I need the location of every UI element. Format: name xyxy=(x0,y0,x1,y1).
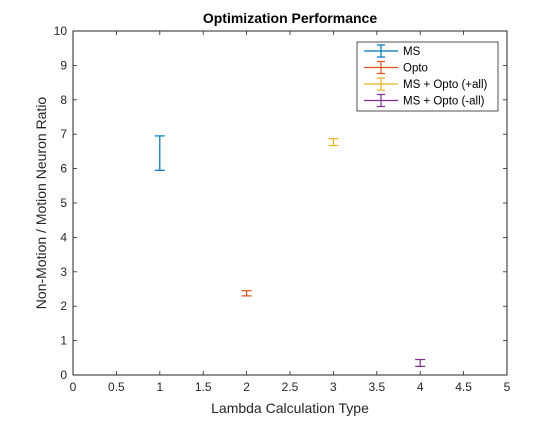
y-axis-label: Non-Motion / Motion Neuron Ratio xyxy=(33,97,49,310)
errorbar-series xyxy=(154,135,165,171)
legend-item: Opto xyxy=(364,60,428,75)
y-tick-label: 5 xyxy=(60,196,67,210)
y-tick-label: 6 xyxy=(60,162,67,176)
x-tick-label: 3 xyxy=(330,380,337,394)
legend-item: MS + Opto (-all) xyxy=(364,93,485,108)
x-tick-label: 0 xyxy=(70,380,77,394)
y-tick-label: 0 xyxy=(60,368,67,382)
y-tick-label: 3 xyxy=(60,265,67,279)
legend-label: MS + Opto (-all) xyxy=(403,96,485,108)
y-axis-tick-labels: 0 1 2 3 4 5 6 7 8 9 10 xyxy=(54,24,68,382)
x-axis-tick-labels: 0 0.5 1 1.5 2 2.5 3 3.5 4 4.5 5 xyxy=(70,380,511,394)
series-layer xyxy=(154,135,426,367)
x-tick-label: 4.5 xyxy=(455,380,472,394)
legend: MS Opto MS + Opto (+all) MS + Opto (-all) xyxy=(356,41,499,112)
x-tick-label: 3.5 xyxy=(368,380,385,394)
chart-title: Optimization Performance xyxy=(203,10,377,26)
legend-items: MS Opto MS + Opto (+all) MS + Opto (-all) xyxy=(364,44,488,108)
x-tick-label: 2 xyxy=(243,380,250,394)
x-tick-label: 0.5 xyxy=(108,380,125,394)
errorbar-series xyxy=(415,358,426,367)
x-tick-label: 4 xyxy=(417,380,424,394)
y-axis-ticks xyxy=(73,30,507,376)
y-tick-label: 1 xyxy=(60,334,67,348)
y-tick-label: 10 xyxy=(54,24,68,38)
errorbar-series xyxy=(241,290,252,297)
x-tick-label: 2.5 xyxy=(282,380,299,394)
errorbar-series xyxy=(328,138,339,147)
y-tick-label: 7 xyxy=(60,127,67,141)
x-tick-label: 1 xyxy=(156,380,163,394)
y-tick-label: 2 xyxy=(60,299,67,313)
legend-label: MS xyxy=(403,46,421,58)
legend-label: Opto xyxy=(403,63,428,75)
legend-item: MS xyxy=(364,44,421,58)
y-tick-label: 4 xyxy=(60,230,67,244)
x-axis-ticks xyxy=(72,31,508,375)
y-tick-label: 8 xyxy=(60,93,67,107)
x-axis-label: Lambda Calculation Type xyxy=(211,400,369,416)
x-tick-label: 1.5 xyxy=(195,380,212,394)
legend-item: MS + Opto (+all) xyxy=(364,77,488,91)
y-tick-label: 9 xyxy=(60,58,67,72)
x-tick-label: 5 xyxy=(504,380,511,394)
legend-label: MS + Opto (+all) xyxy=(403,79,488,91)
